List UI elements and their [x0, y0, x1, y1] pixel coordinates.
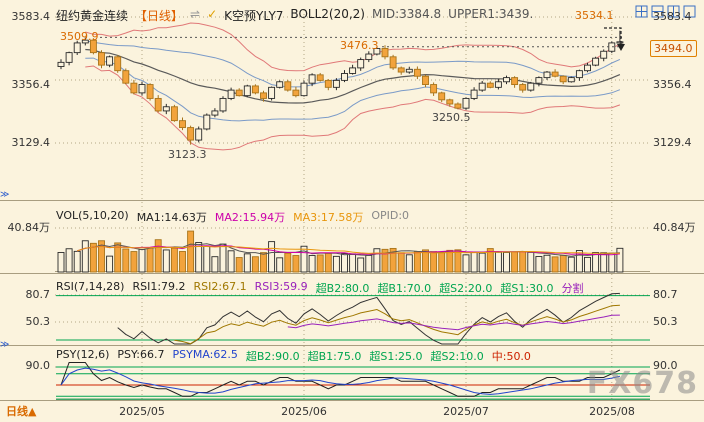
rsi-axis-label-right: 80.7: [653, 288, 678, 301]
vol-axis-label-right: 40.84万: [653, 221, 696, 234]
boll-mid-value: MID:3384.8: [371, 7, 442, 21]
psy-overbought2-level: 超B2:90.0: [245, 350, 300, 363]
annotation-peak-jun: 3476.3: [340, 39, 379, 52]
vol-axis-label-left: 40.84万: [7, 221, 51, 234]
layout-single-icon[interactable]: [683, 3, 696, 18]
annotation-peak-aug: 3534.1: [575, 9, 614, 22]
y-axis-label-right: 3129.4: [653, 136, 692, 149]
vol-indicator-label[interactable]: VOL(5,10,20): [56, 209, 129, 222]
rsi-overbought1-level: 超B1:70.0: [377, 282, 432, 295]
rsi2-value: RSI2:67.1: [193, 280, 247, 293]
layout-rows-icon[interactable]: [651, 3, 664, 18]
rsi-header: RSI(7,14,28) RSI1:79.2 RSI2:67.1 RSI3:59…: [56, 280, 584, 296]
layout-grid-icon[interactable]: [635, 3, 648, 18]
study-label[interactable]: K空预YLY7: [224, 9, 284, 23]
psy-value: PSY:66.7: [117, 348, 165, 361]
vol-opid-value: OPID:0: [371, 209, 410, 222]
rsi-axis-label-right: 50.3: [653, 315, 678, 328]
boll-label[interactable]: BOLL2(20,2): [290, 7, 365, 21]
rsi3-value: RSI3:59.9: [254, 280, 308, 293]
boll-upper-value: UPPER1:3439.: [448, 7, 534, 21]
vol-ma2-value: MA2:15.94万: [214, 211, 286, 224]
rsi-split-label: 分割: [561, 282, 584, 295]
psy-oversold1-level: 超S1:25.0: [369, 350, 423, 363]
psy-axis-label-left: 90.0: [25, 359, 51, 372]
annotation-low-may: 3123.3: [168, 148, 207, 161]
x-axis-label: 2025/08: [589, 405, 635, 418]
psy-indicator-label[interactable]: PSY(12,6): [56, 348, 110, 361]
pane-expand-icon[interactable]: ≫: [0, 340, 10, 350]
y-axis-label-right: 3356.4: [653, 78, 692, 91]
swap-icon[interactable]: ⇌: [190, 7, 201, 21]
check-icon: ✓: [207, 7, 218, 21]
y-axis-label-left: 3583.4: [11, 10, 51, 23]
psy-mid-level: 中:50.0: [491, 350, 531, 363]
psyma-value: PSYMA:62.5: [172, 348, 238, 361]
psy-header: PSY(12,6) PSY:66.7 PSYMA:62.5 超B2:90.0 超…: [56, 348, 531, 364]
layout-toolbar: [635, 3, 696, 18]
rsi-oversold1-level: 超S1:30.0: [500, 282, 554, 295]
vol-ma3-value: MA3:17.58万: [293, 211, 364, 224]
psy-oversold2-level: 超S2:10.0: [430, 350, 484, 363]
rsi-axis-label-left: 50.3: [25, 315, 51, 328]
volume-header: VOL(5,10,20) MA1:14.63万 MA2:15.94万 MA3:1…: [56, 209, 409, 225]
period-tag[interactable]: 【日线】: [135, 9, 184, 23]
psy-overbought1-level: 超B1:75.0: [307, 350, 362, 363]
y-axis-label-right: 3583.4: [653, 10, 692, 23]
x-axis-label: 2025/05: [119, 405, 165, 418]
x-axis-label: 2025/07: [443, 405, 489, 418]
psy-axis-label-right: 90.0: [653, 359, 678, 372]
vol-ma1-value: MA1:14.63万: [136, 211, 207, 224]
rsi-oversold2-level: 超S2:20.0: [439, 282, 493, 295]
rsi-indicator-label[interactable]: RSI(7,14,28): [56, 280, 125, 293]
period-button[interactable]: 日线▲: [6, 405, 37, 418]
rsi1-value: RSI1:79.2: [132, 280, 186, 293]
watermark: FX678: [586, 366, 698, 401]
y-axis-label-left: 3129.4: [11, 136, 51, 149]
y-axis-label-left: 3356.4: [11, 78, 51, 91]
rsi-overbought2-level: 超B2:80.0: [315, 282, 370, 295]
pane-expand-icon[interactable]: ≫: [0, 190, 10, 200]
annotation-peak-apr: 3509.9: [60, 30, 99, 43]
annotation-low-jun: 3250.5: [432, 111, 471, 124]
layout-columns-icon[interactable]: [667, 3, 680, 18]
last-price-tag: 3494.0: [650, 40, 697, 57]
chart-header: 纽约黄金连续 【日线】 ⇌ ✓ K空预YLY7 BOLL2(20,2) MID:…: [56, 7, 533, 24]
rsi-axis-label-left: 80.7: [25, 288, 51, 301]
x-axis-label: 2025/06: [281, 405, 327, 418]
symbol-name[interactable]: 纽约黄金连续: [56, 9, 129, 23]
